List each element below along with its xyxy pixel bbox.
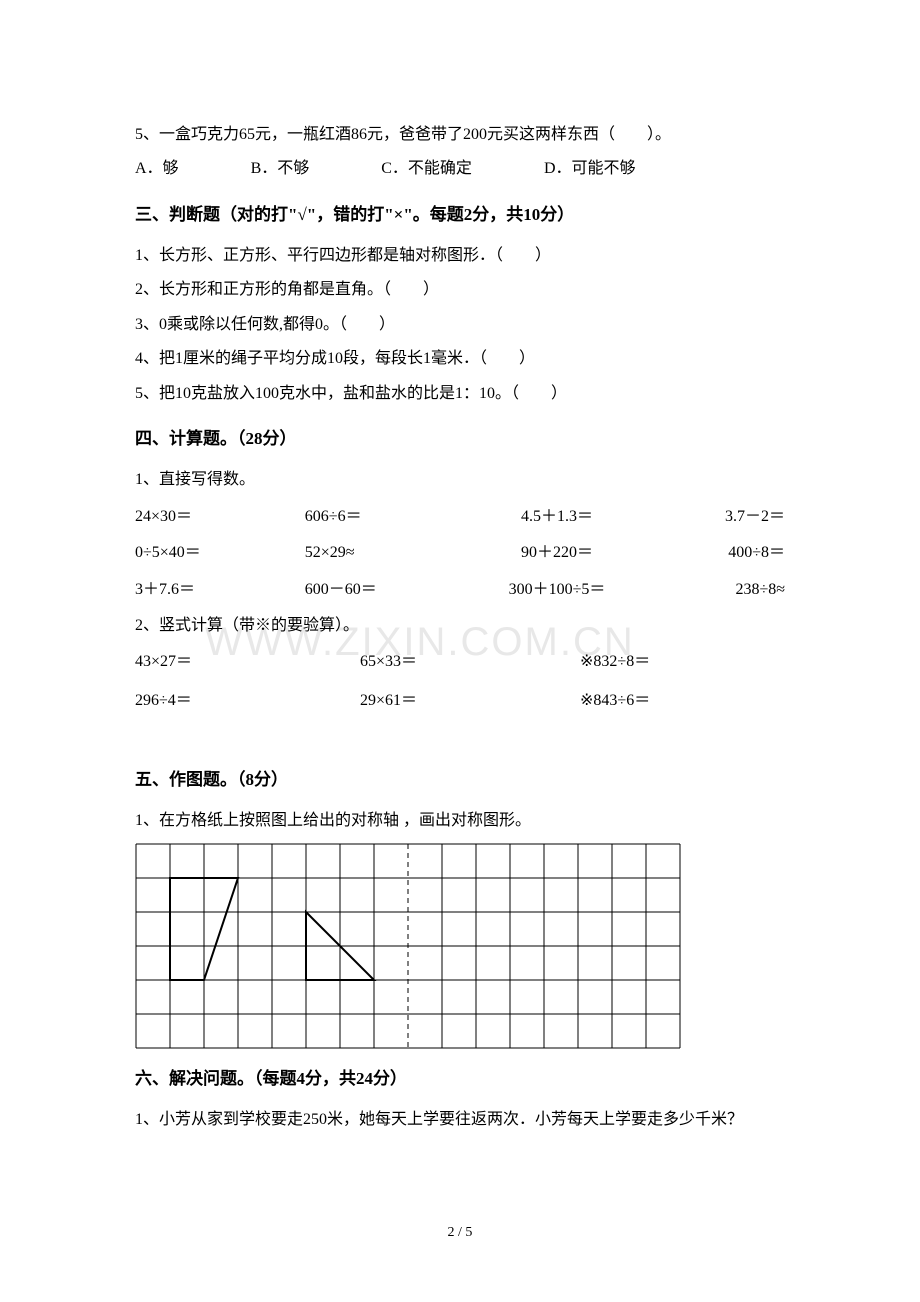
- calc1-row1: 24×30＝ 606÷6＝ 4.5＋1.3＝ 3.7－2＝: [135, 502, 785, 532]
- calc-cell: 3＋7.6＝: [135, 575, 305, 605]
- calc-cell: 29×61＝: [360, 686, 580, 716]
- page-number: 2 / 5: [0, 1220, 920, 1247]
- calc-cell: 400÷8＝: [649, 538, 785, 568]
- s4-sub2: 2、竖式计算（带※的要验算）。: [135, 611, 785, 641]
- q5-opt-d: D．可能不够: [544, 154, 636, 184]
- s3-item-2: 2、长方形和正方形的角都是直角。（ ）: [135, 275, 785, 305]
- calc-cell: 238÷8≈: [649, 575, 785, 605]
- calc-cell: 90＋220＝: [465, 538, 649, 568]
- calc-cell: 296÷4＝: [135, 686, 360, 716]
- q5-opt-c: C．不能确定: [381, 154, 472, 184]
- calc1-row3: 3＋7.6＝ 600－60＝ 300＋100÷5＝ 238÷8≈: [135, 575, 785, 605]
- calc-cell: 52×29≈: [305, 538, 465, 568]
- q5-text: 5、一盒巧克力65元，一瓶红酒86元，爸爸带了200元买这两样东西（ ）。: [135, 120, 785, 150]
- q5-opt-b: B．不够: [251, 154, 310, 184]
- calc2-row2: 296÷4＝ 29×61＝ ※843÷6＝: [135, 686, 785, 716]
- s5-sub1: 1、在方格纸上按照图上给出的对称轴 ，画出对称图形。: [135, 806, 785, 836]
- q5-options: A．够 B．不够 C．不能确定 D．可能不够: [135, 154, 785, 184]
- page-content: 5、一盒巧克力65元，一瓶红酒86元，爸爸带了200元买这两样东西（ ）。 A．…: [135, 120, 785, 1135]
- section6-heading: 六、解决问题。（每题4分，共24分）: [135, 1063, 785, 1095]
- s3-item-5: 5、把10克盐放入100克水中，盐和盐水的比是1：10。（ ）: [135, 379, 785, 409]
- calc-cell: 3.7－2＝: [649, 502, 785, 532]
- calc-cell: ※843÷6＝: [580, 686, 760, 716]
- s3-item-1: 1、长方形、正方形、平行四边形都是轴对称图形．（ ）: [135, 241, 785, 271]
- section5-heading: 五、作图题。（8分）: [135, 764, 785, 796]
- section3-heading: 三、判断题（对的打"√"，错的打"×"。每题2分，共10分）: [135, 199, 785, 231]
- calc-cell: 600－60＝: [305, 575, 465, 605]
- s3-item-3: 3、0乘或除以任何数,都得0。（ ）: [135, 310, 785, 340]
- calc-cell: 0÷5×40＝: [135, 538, 305, 568]
- calc-cell: 65×33＝: [360, 647, 580, 677]
- s6-q1: 1、小芳从家到学校要走250米，她每天上学要往返两次．小芳每天上学要走多少千米？: [135, 1105, 785, 1135]
- calc-cell: ※832÷8＝: [580, 647, 760, 677]
- calc1-row2: 0÷5×40＝ 52×29≈ 90＋220＝ 400÷8＝: [135, 538, 785, 568]
- s4-sub1: 1、直接写得数。: [135, 465, 785, 495]
- calc-cell: 4.5＋1.3＝: [465, 502, 649, 532]
- q5-opt-a: A．够: [135, 154, 179, 184]
- section4-heading: 四、计算题。（28分）: [135, 423, 785, 455]
- calc-cell: 606÷6＝: [305, 502, 465, 532]
- symmetry-grid: [135, 843, 681, 1049]
- calc-cell: 43×27＝: [135, 647, 360, 677]
- calc-cell: 300＋100÷5＝: [465, 575, 649, 605]
- calc-cell: 24×30＝: [135, 502, 305, 532]
- s3-item-4: 4、把1厘米的绳子平均分成10段，每段长1毫米．（ ）: [135, 344, 785, 374]
- calc2-row1: 43×27＝ 65×33＝ ※832÷8＝: [135, 647, 785, 677]
